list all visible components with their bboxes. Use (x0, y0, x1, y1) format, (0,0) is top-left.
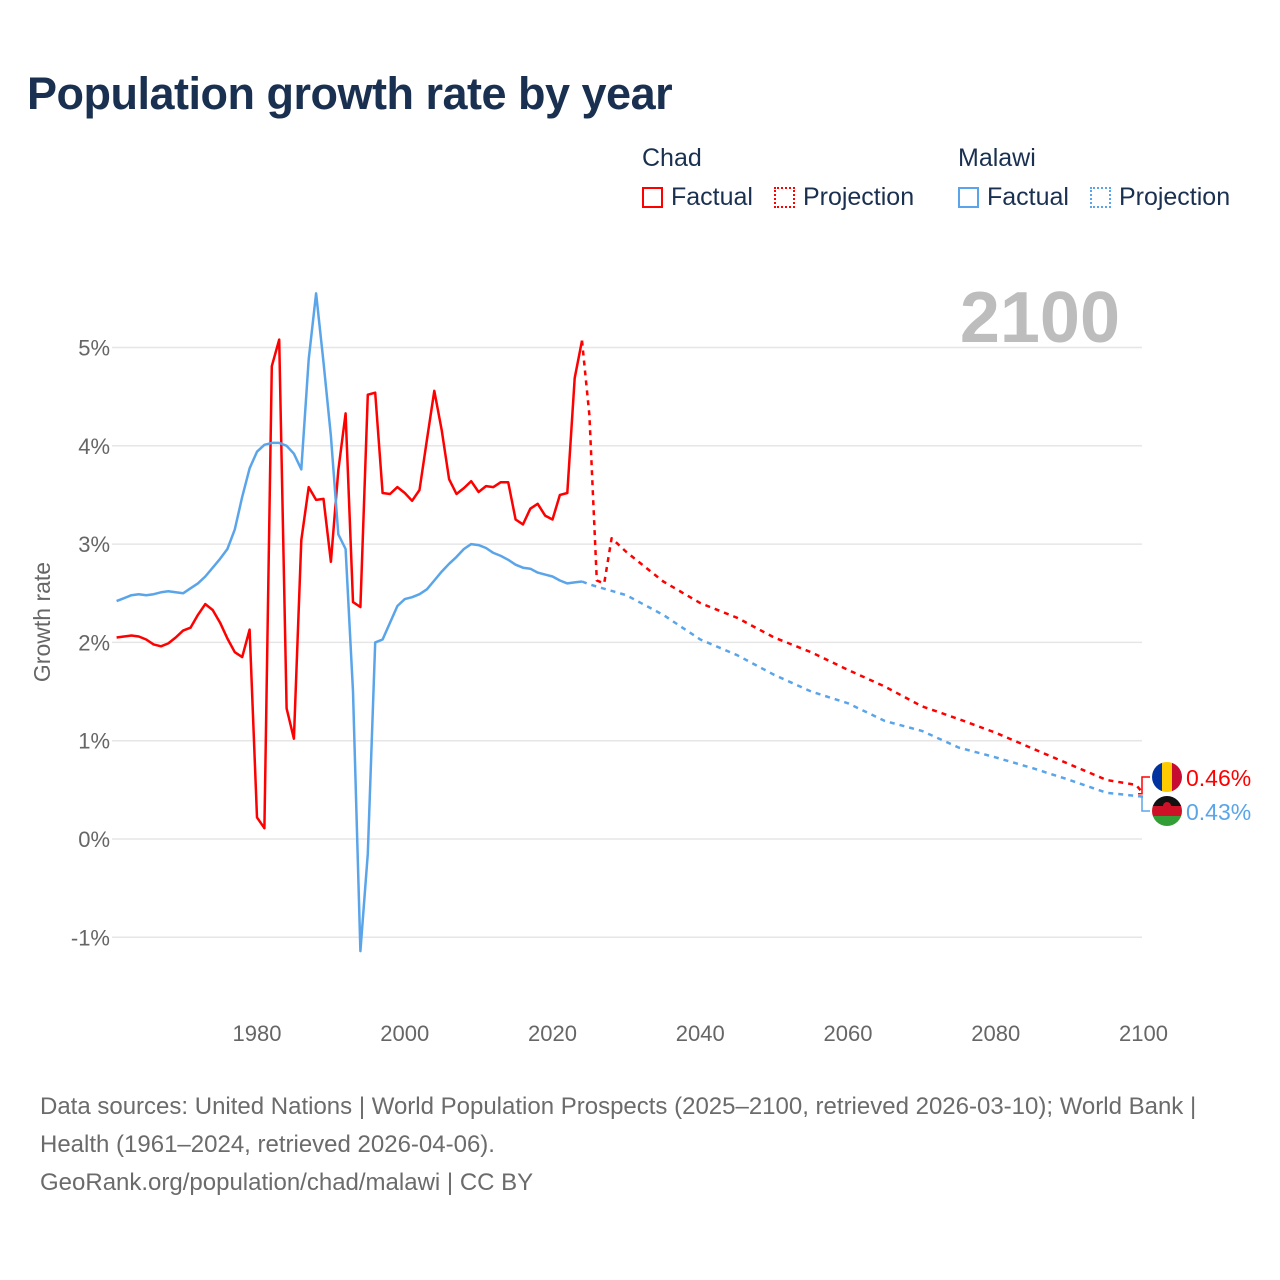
year-display: 2100 (960, 278, 1120, 358)
dotted-swatch-icon (1089, 187, 1111, 208)
connector-malawi (1138, 795, 1150, 812)
y-tick-label: 4% (78, 434, 110, 459)
dotted-swatch-icon (773, 187, 795, 208)
chart-title: Population growth rate by year (27, 68, 673, 119)
flag-stripe (1162, 762, 1173, 792)
x-tick-label: 2060 (824, 1021, 873, 1046)
legend-label: Factual (671, 183, 753, 211)
y-tick-label: 5% (78, 336, 110, 361)
series-line-chad-factual (116, 338, 584, 830)
legend-chad-factual[interactable]: Factual (642, 183, 753, 212)
flag-stripe (1152, 762, 1163, 792)
solid-swatch-icon (642, 187, 663, 208)
x-tick-label: 2100 (1119, 1021, 1168, 1046)
legend-malawi: Malawi Factual Projection (958, 144, 1230, 215)
malawi-flag-icon (1152, 796, 1182, 826)
footer: Data sources: United Nations | World Pop… (40, 1088, 1240, 1202)
y-tick-label: 0% (78, 827, 110, 852)
series-line-malawi-factual (116, 292, 583, 953)
y-tick-label: 3% (78, 532, 110, 557)
legend-malawi-name: Malawi (958, 144, 1036, 172)
y-axis-label: Growth rate (29, 562, 55, 682)
y-tick-label: -1% (71, 925, 110, 950)
x-tick-label: 2080 (971, 1021, 1020, 1046)
flag-stripe (1152, 816, 1182, 826)
flag-stripe (1172, 762, 1182, 792)
x-tick-label: 1980 (233, 1021, 282, 1046)
legend-label: Factual (987, 183, 1069, 211)
legend-chad-projection[interactable]: Projection (773, 183, 915, 212)
x-tick-label: 2000 (380, 1021, 429, 1046)
x-tick-label: 2020 (528, 1021, 577, 1046)
flag-sun (1163, 802, 1171, 810)
legend-malawi-projection[interactable]: Projection (1089, 183, 1231, 212)
legend-malawi-factual[interactable]: Factual (958, 183, 1069, 212)
credit-link[interactable]: GeoRank.org/population/chad/malawi | CC … (40, 1169, 534, 1196)
flag-stripe (1152, 796, 1182, 807)
solid-swatch-icon (958, 187, 979, 208)
end-value-label: 0.43% (1186, 799, 1251, 825)
chad-flag-icon (1152, 762, 1182, 792)
series-line-chad-projection (580, 340, 1145, 795)
flag-stripe (1152, 806, 1182, 817)
y-tick-label: 2% (78, 630, 110, 655)
y-tick-label: 1% (78, 729, 110, 754)
legend-label: Projection (802, 183, 915, 211)
connector-chad (1138, 776, 1150, 795)
legend-chad: Chad Factual Projection (642, 144, 928, 215)
data-sources: Data sources: United Nations | World Pop… (40, 1093, 1197, 1158)
x-tick-label: 2040 (676, 1021, 725, 1046)
series-line-malawi-projection (581, 580, 1144, 798)
end-value-label: 0.46% (1186, 765, 1251, 791)
legend-chad-name: Chad (642, 144, 702, 172)
legend-label: Projection (1118, 183, 1231, 211)
